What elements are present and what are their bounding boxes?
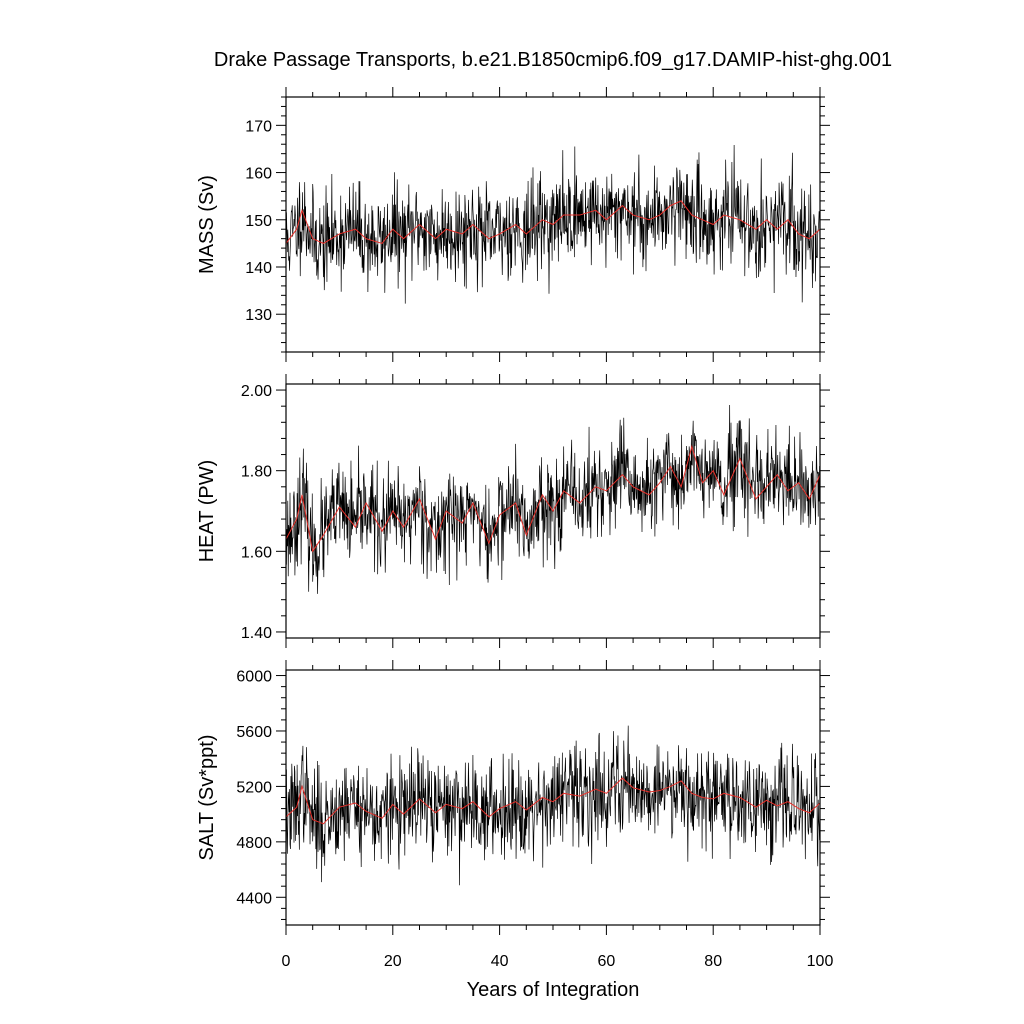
monthly-series-line <box>285 144 821 304</box>
x-tick-label: 40 <box>491 953 509 970</box>
y-axis-label: SALT (Sv*ppt) <box>196 735 218 861</box>
monthly-series-line <box>285 405 821 594</box>
x-tick-label: 0 <box>282 953 291 970</box>
x-tick-label: 20 <box>384 953 402 970</box>
y-tick-label: 5200 <box>236 779 272 796</box>
y-axis-label: MASS (Sv) <box>196 175 218 274</box>
y-tick-label: 1.60 <box>241 544 272 561</box>
y-tick-label: 4800 <box>236 835 272 852</box>
panel-2: 4400 4800 5200 5600 6000 SALT (Sv*ppt) 0 20 40 60… <box>196 660 833 970</box>
panel-1: 1.40 1.60 1.80 2.00 HEAT (PW) <box>196 374 830 648</box>
y-tick-label: 5600 <box>236 724 272 741</box>
y-tick-label: 6000 <box>236 669 272 686</box>
x-tick-label: 80 <box>704 953 722 970</box>
y-tick-label: 4400 <box>236 890 272 907</box>
panel-0: 130 140 150 160 170 MASS (Sv) <box>196 87 830 362</box>
y-tick-label: 140 <box>245 260 272 277</box>
y-tick-label: 170 <box>245 118 272 135</box>
panels: 130 140 150 160 170 MASS (Sv) 1.40 1.60 1.80 2.00… <box>196 87 833 970</box>
x-tick-label: 60 <box>598 953 616 970</box>
y-tick-label: 130 <box>245 307 272 324</box>
smoothed-series-line <box>285 777 821 825</box>
y-tick-label: 1.80 <box>241 464 272 481</box>
y-tick-label: 150 <box>245 213 272 230</box>
monthly-series-line <box>285 725 821 886</box>
chart-title: Drake Passage Transports, b.e21.B1850cmi… <box>214 49 892 71</box>
smoothed-series-line <box>285 200 821 244</box>
y-axis-label: HEAT (PW) <box>196 460 218 563</box>
y-tick-label: 1.40 <box>241 625 272 642</box>
x-tick-label: 100 <box>807 953 834 970</box>
y-tick-label: 160 <box>245 166 272 183</box>
x-axis-label: Years of Integration <box>467 979 640 1001</box>
smoothed-series-line <box>285 444 821 553</box>
y-tick-label: 2.00 <box>241 383 272 400</box>
